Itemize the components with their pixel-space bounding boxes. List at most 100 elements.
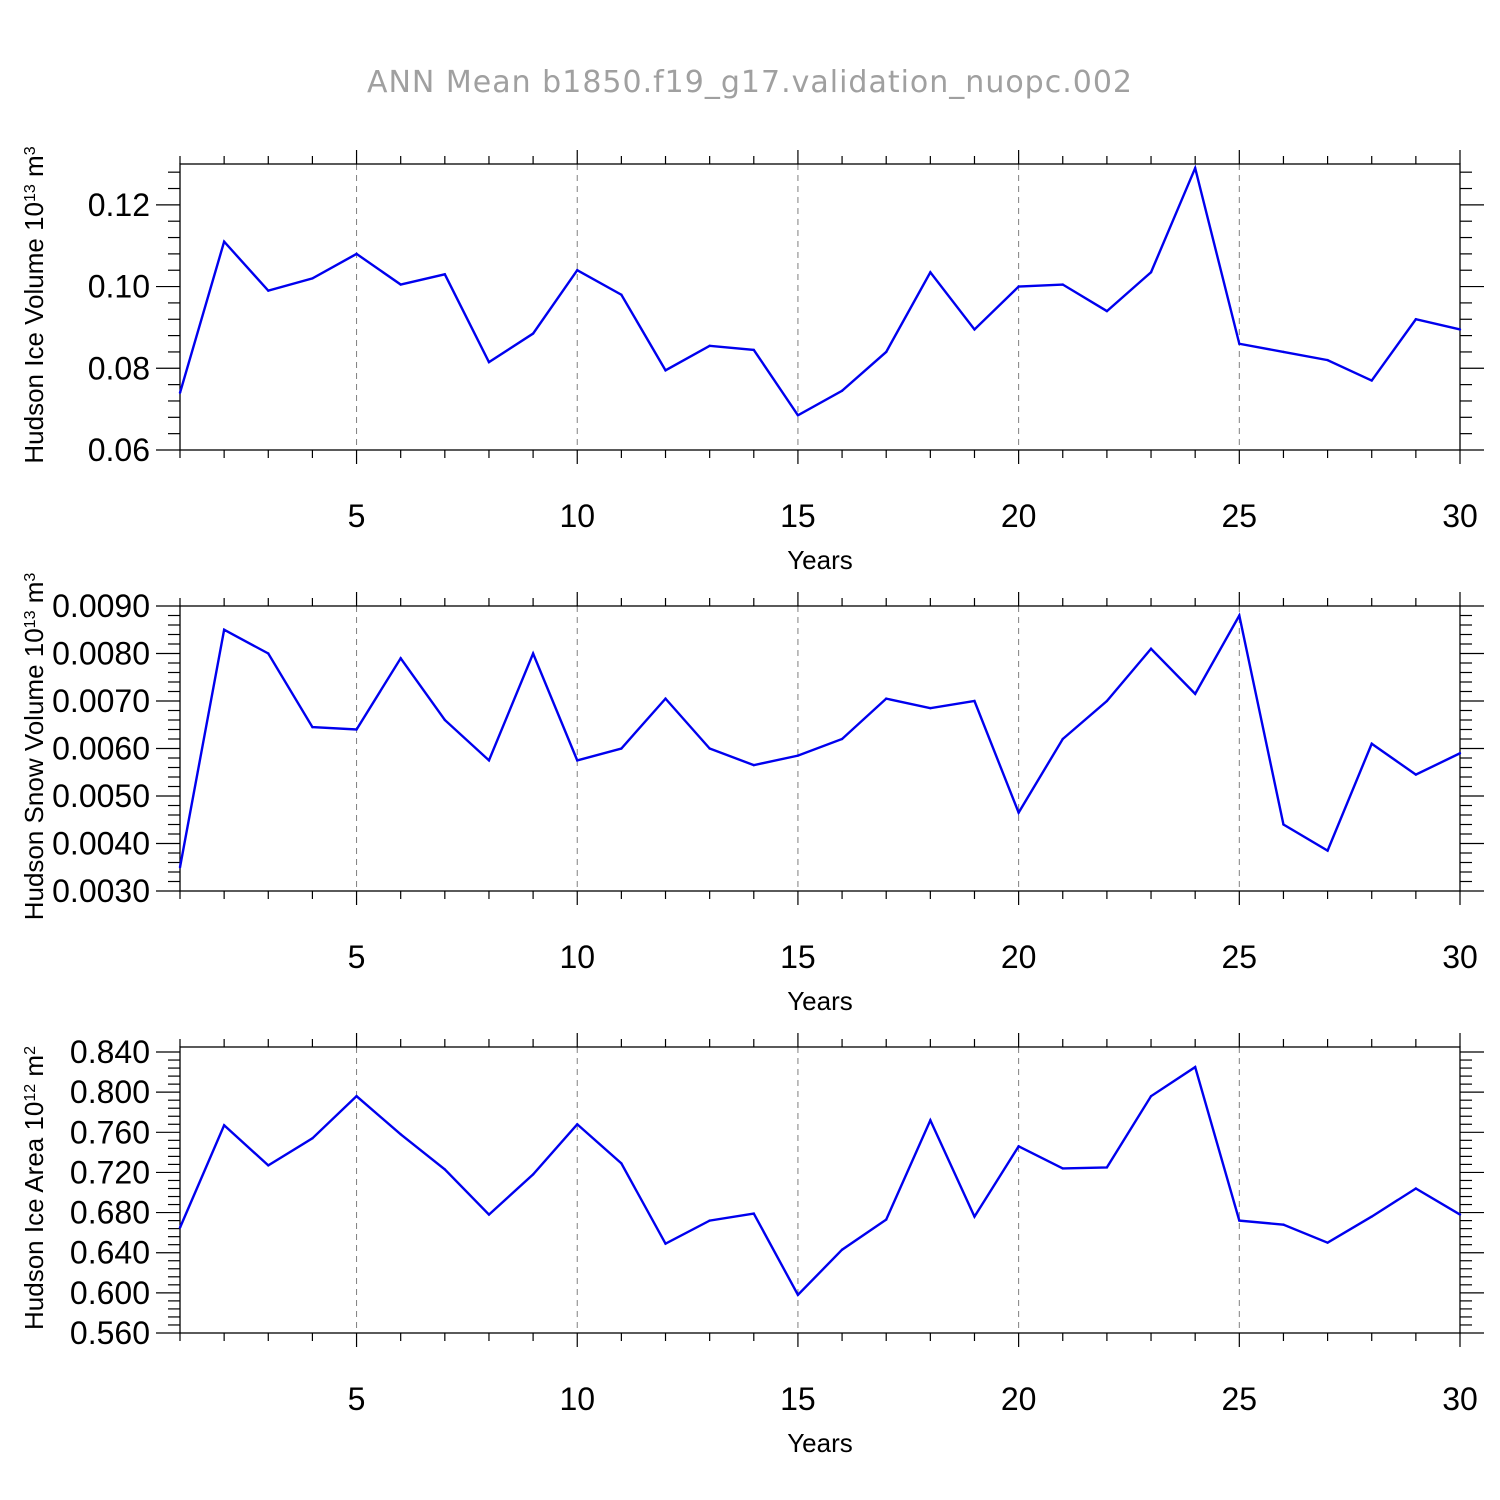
data-point	[752, 1212, 755, 1215]
data-point	[1017, 285, 1020, 288]
x-axis-label: Years	[787, 545, 853, 575]
data-point	[487, 360, 491, 364]
data-point	[620, 1162, 623, 1165]
chart-title: ANN Mean b1850.f19_g17.validation_nuopc.…	[367, 65, 1133, 100]
x-tick-label: 10	[559, 939, 595, 975]
panel-ice-volume: 0.06 0.08 0.10 0.12 5 10 15 20 25 30 Years Hudson I…	[19, 146, 1484, 575]
data-point	[1370, 1215, 1373, 1218]
y-tick-label: 0.840	[70, 1034, 150, 1070]
data-point	[620, 293, 623, 296]
data-point	[267, 289, 270, 292]
data-point	[576, 1123, 579, 1126]
y-tick-label: 0.0050	[52, 778, 150, 814]
data-point	[355, 252, 358, 256]
data-point	[1282, 350, 1285, 354]
data-point	[1149, 647, 1153, 650]
data-point	[178, 391, 182, 394]
y-axis-label-part: 13	[22, 610, 39, 628]
x-tick-label: 25	[1222, 939, 1258, 975]
data-point	[752, 763, 755, 767]
data-point	[840, 1248, 844, 1251]
y-axis-label-part: Hudson Ice Area 10	[19, 1102, 49, 1330]
data-point	[178, 1226, 182, 1229]
data-point	[1105, 699, 1109, 703]
data-point	[1017, 1145, 1020, 1148]
data-point	[1414, 773, 1418, 776]
y-axis-label-part: 2	[22, 1046, 39, 1055]
data-point	[267, 1164, 270, 1167]
x-tick-label: 30	[1442, 498, 1478, 534]
x-tick-label: 5	[348, 939, 366, 975]
data-point	[1149, 1094, 1153, 1098]
y-tick-label: 0.08	[88, 350, 150, 386]
x-tick-label: 10	[559, 498, 595, 534]
y-tick-label: 0.680	[70, 1195, 150, 1231]
y-tick-label: 0.0070	[52, 683, 150, 719]
data-point	[178, 866, 182, 869]
x-tick-label: 20	[1001, 1381, 1037, 1417]
data-point	[355, 728, 358, 731]
x-tick-label: 5	[348, 498, 366, 534]
series-line	[178, 612, 1461, 868]
data-point	[929, 271, 932, 274]
y-axis-label-part: 12	[22, 1084, 39, 1102]
data-point	[1061, 1167, 1064, 1170]
y-axis-label-part: 13	[22, 184, 39, 202]
data-point	[1238, 614, 1241, 617]
data-point	[929, 1119, 932, 1122]
y-axis-label-part: m	[19, 1055, 49, 1084]
data-point	[1193, 692, 1197, 696]
y-tick-label: 0.800	[70, 1074, 150, 1110]
y-tick-label: 0.10	[88, 269, 150, 305]
x-tick-label: 5	[348, 1381, 366, 1417]
data-point	[487, 1213, 491, 1216]
y-axis-label-part: 3	[22, 146, 39, 155]
x-axis-label: Years	[787, 1428, 853, 1458]
data-point	[973, 1215, 976, 1218]
data-point	[885, 697, 888, 700]
data-point	[222, 1124, 226, 1127]
data-point	[1238, 1219, 1241, 1222]
x-tick-label: 15	[780, 498, 816, 534]
data-point	[664, 697, 667, 700]
data-point	[1105, 309, 1109, 313]
x-tick-label: 25	[1222, 498, 1258, 534]
data-point	[267, 652, 270, 655]
data-point	[929, 706, 932, 710]
y-tick-label: 0.720	[70, 1154, 150, 1190]
data-point	[708, 747, 711, 750]
y-axis-label-part: m	[19, 155, 49, 184]
y-tick-label: 0.560	[70, 1315, 150, 1351]
data-point	[531, 332, 535, 335]
data-point	[531, 652, 535, 655]
series-line	[178, 164, 1461, 417]
data-point	[708, 344, 711, 348]
data-point	[311, 725, 314, 729]
panel-ice-area: 0.560 0.600 0.640 0.680 0.720 0.760 0.800 0.840…	[19, 1033, 1484, 1458]
data-point	[752, 348, 755, 352]
y-axis-label-part: m	[19, 582, 49, 611]
data-point	[840, 389, 844, 392]
x-tick-label: 20	[1001, 498, 1037, 534]
x-tick-label: 15	[780, 939, 816, 975]
data-point	[885, 1218, 888, 1221]
y-axis-label: Hudson Snow Volume 1013 m3	[19, 573, 49, 921]
data-point	[1326, 358, 1329, 362]
y-tick-label: 0.06	[88, 432, 150, 468]
data-point	[973, 328, 976, 331]
data-point	[1193, 1065, 1197, 1069]
data-point	[1282, 823, 1285, 826]
data-point	[1149, 271, 1153, 274]
data-point	[576, 759, 579, 762]
data-point	[399, 1133, 402, 1136]
data-point	[796, 1293, 800, 1297]
y-tick-label: 0.12	[88, 187, 150, 223]
data-point	[1282, 1223, 1285, 1226]
x-tick-label: 10	[559, 1381, 595, 1417]
y-tick-label: 0.0060	[52, 731, 150, 767]
y-axis-label: Hudson Ice Area 1012 m2	[19, 1046, 49, 1330]
data-point	[1458, 1213, 1462, 1216]
data-point	[708, 1219, 711, 1222]
data-point	[1414, 318, 1418, 321]
